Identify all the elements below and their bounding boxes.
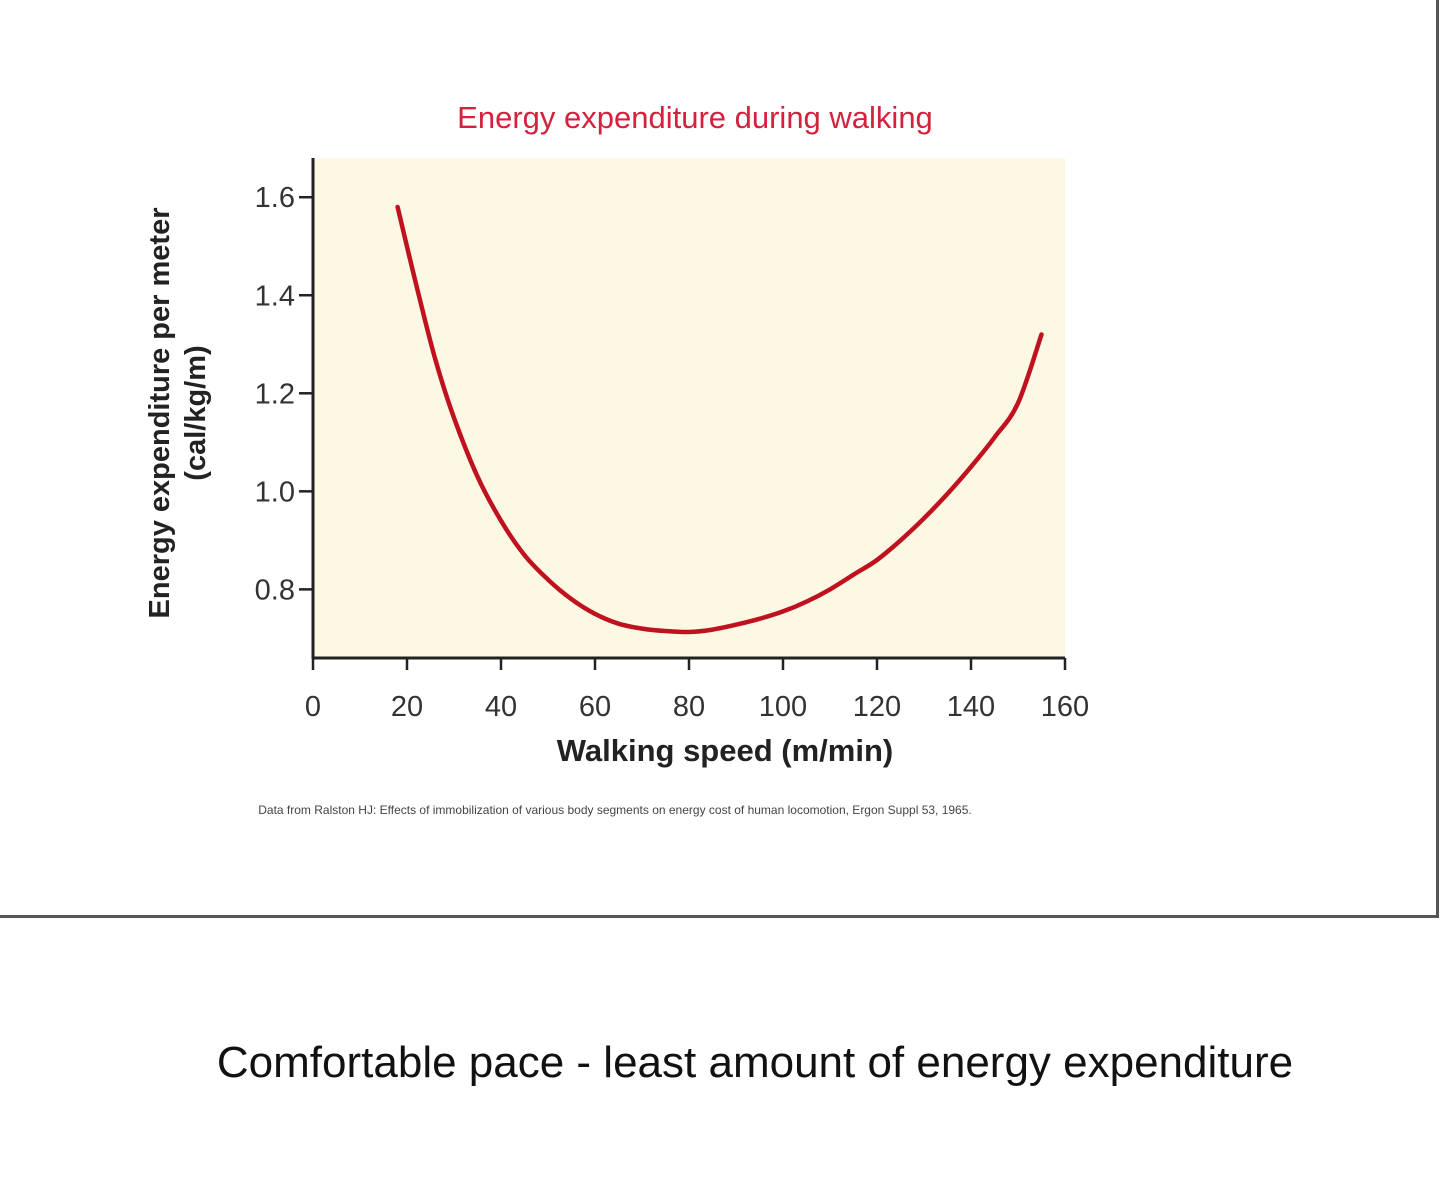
y-tick-label: 0.8 — [255, 574, 295, 606]
x-tick-label: 160 — [1041, 691, 1089, 723]
chart: 0 20 40 60 80 100 120 140 160 0.8 1.0 1.2 1.4 1.6 — [255, 158, 1089, 723]
y-axis-label: Energy expenditure per meter (cal/kg/m) — [142, 208, 214, 619]
y-axis-label-line1: Energy expenditure per meter — [144, 207, 176, 619]
chart-title: Energy expenditure during walking — [457, 100, 933, 135]
source-note: Data from Ralston HJ: Effects of immobil… — [258, 803, 972, 817]
x-tick-label: 20 — [391, 691, 423, 723]
slide-caption: Comfortable pace - least amount of energ… — [216, 1038, 1294, 1087]
series-line — [395, 204, 1044, 635]
x-tick-label: 80 — [673, 691, 705, 723]
x-axis-label: Walking speed (m/min) — [556, 733, 894, 768]
y-tick-label: 1.2 — [255, 378, 295, 410]
plot-area — [313, 158, 1065, 658]
y-axis-label-line2: (cal/kg/m) — [180, 345, 212, 481]
y-tick-label: 1.6 — [255, 182, 295, 214]
x-tick-label: 0 — [305, 691, 321, 723]
x-tick-label: 40 — [485, 691, 517, 723]
x-tick-label: 140 — [947, 691, 995, 723]
x-tick-label: 60 — [579, 691, 611, 723]
y-tick-label: 1.4 — [255, 280, 295, 312]
x-tick-label: 100 — [759, 691, 807, 723]
x-tick-label: 120 — [853, 691, 901, 723]
y-tick-label: 1.0 — [255, 476, 295, 508]
slide: 0 20 40 60 80 100 120 140 160 0.8 1.0 1.2 1.4 1.6 Ene… — [0, 0, 1439, 918]
